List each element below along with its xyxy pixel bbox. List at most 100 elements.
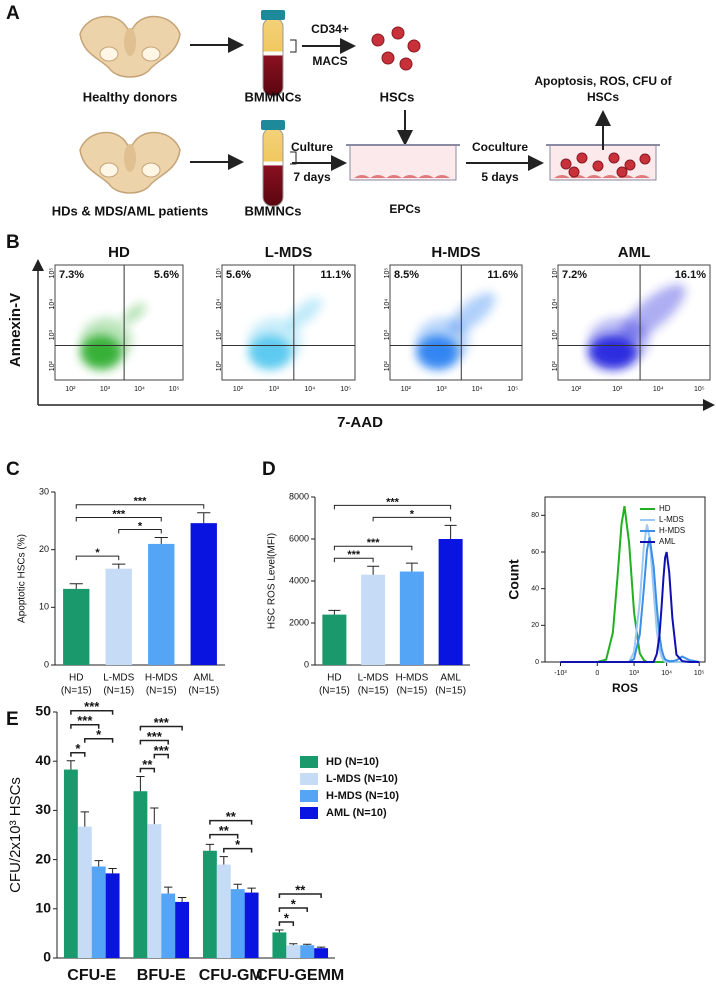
significance-bracket	[75, 517, 162, 522]
x-tick-label: 0	[595, 670, 599, 677]
x-tick-label: L-MDS	[358, 673, 389, 684]
bracket	[290, 39, 297, 53]
significance-label: ***	[347, 549, 361, 561]
significance-bracket	[139, 739, 169, 745]
label: BMMNCs	[244, 89, 301, 104]
legend-label: H-MDS (N=10)	[326, 790, 399, 802]
label: Apoptosis, ROS, CFU of	[534, 74, 672, 88]
x-tick-label: 10⁴	[304, 386, 315, 393]
bar	[286, 945, 301, 958]
plot-title: HD	[108, 244, 130, 261]
error-bar	[112, 563, 126, 569]
significance-bracket	[84, 737, 114, 743]
bar	[105, 873, 120, 958]
quadrant-label: 11.6%	[487, 269, 518, 281]
bar	[244, 892, 259, 958]
tube-icon	[260, 119, 286, 207]
bar	[216, 864, 231, 958]
event-cloud	[248, 317, 302, 364]
bar	[77, 826, 92, 958]
x-tick-sublabel: (N=15)	[435, 686, 466, 697]
significance-label: ***	[386, 496, 400, 508]
panel-label: A	[6, 3, 20, 24]
panel-label: C	[6, 459, 20, 480]
y-tick-label: 10³	[552, 329, 559, 340]
significance-bracket	[333, 504, 452, 510]
y-tick-label: 30	[35, 801, 51, 817]
y-tick-label: 40	[35, 752, 51, 768]
error-bar	[154, 537, 168, 544]
x-tick-label: CFU-GM	[199, 967, 263, 984]
significance-label: *	[284, 910, 290, 925]
bar	[148, 543, 175, 665]
x-tick-label: 10²	[65, 386, 76, 393]
y-tick-label: 0	[304, 659, 309, 669]
significance-label: ***	[84, 699, 100, 714]
x-tick-sublabel: (N=15)	[188, 686, 219, 697]
panel-label: E	[6, 709, 19, 730]
y-tick-label: 10²	[216, 360, 223, 371]
error-bar	[108, 867, 117, 874]
y-axis-title: Count	[506, 559, 522, 600]
y-tick-label: 10	[35, 900, 51, 916]
significance-label: **	[219, 823, 230, 838]
legend-label: AML	[659, 537, 676, 546]
significance-bracket	[75, 555, 120, 561]
significance-label: ***	[367, 537, 381, 549]
legend-label: L-MDS (N=10)	[326, 773, 398, 785]
step-label: MACS	[312, 54, 347, 68]
significance-bracket	[223, 847, 253, 853]
y-tick-label: 10⁵	[384, 268, 391, 279]
x-tick-label: 10⁵	[507, 386, 518, 393]
x-tick-label: 10⁵	[169, 386, 180, 393]
y-tick-label: 10³	[49, 329, 56, 340]
significance-label: *	[96, 727, 102, 742]
quadrant-label: 7.2%	[562, 269, 587, 281]
error-bar	[136, 775, 145, 792]
step-label: Culture	[291, 140, 333, 154]
x-tick-label: 10²	[401, 386, 412, 393]
x-tick-sublabel: (N=15)	[358, 686, 389, 697]
x-tick-sublabel: (N=15)	[396, 686, 427, 697]
x-tick-sublabel: (N=15)	[319, 686, 350, 697]
quadrant-label: 8.5%	[394, 269, 419, 281]
panel-label: D	[262, 459, 276, 480]
bar	[300, 945, 315, 958]
y-tick-label: 6000	[289, 533, 309, 543]
x-tick-label: 10³	[629, 670, 640, 677]
error-bar	[177, 896, 187, 902]
error-bar	[289, 943, 298, 946]
x-tick-label: AML	[193, 673, 214, 684]
bar	[438, 539, 463, 665]
tube-icon	[260, 9, 286, 97]
error-bar	[94, 860, 103, 867]
y-tick-label: 10⁴	[49, 299, 56, 310]
significance-bracket	[153, 753, 169, 759]
pelvis-icon	[79, 131, 181, 194]
legend-swatch	[300, 807, 318, 819]
error-bar	[164, 886, 173, 894]
x-tick-label: 10³	[100, 386, 111, 393]
y-axis-title: CFU/2x10³ HSCs	[7, 777, 24, 893]
error-bar	[247, 887, 256, 893]
y-tick-label: 8000	[289, 491, 309, 501]
significance-label: ***	[147, 729, 163, 744]
x-tick-label: 10⁵	[694, 386, 705, 393]
significance-bracket	[278, 893, 322, 898]
significance-label: ***	[154, 743, 170, 758]
x-tick-label: 10⁴	[134, 386, 145, 393]
significance-bracket	[139, 725, 183, 731]
y-tick-label: 20	[35, 850, 51, 866]
significance-bracket	[70, 751, 86, 757]
y-tick-label: 50	[35, 703, 51, 719]
error-bar	[150, 807, 159, 825]
axis-title: 7-AAD	[337, 414, 383, 431]
cells	[371, 26, 421, 71]
x-tick-label: H-MDS	[145, 673, 178, 684]
significance-bracket	[70, 709, 114, 715]
significance-bracket	[278, 921, 295, 926]
axis-title: Annexin-V	[7, 293, 24, 367]
y-tick-label: 20	[531, 622, 539, 629]
error-bar	[316, 946, 326, 949]
x-tick-label: 10⁴	[472, 386, 483, 393]
